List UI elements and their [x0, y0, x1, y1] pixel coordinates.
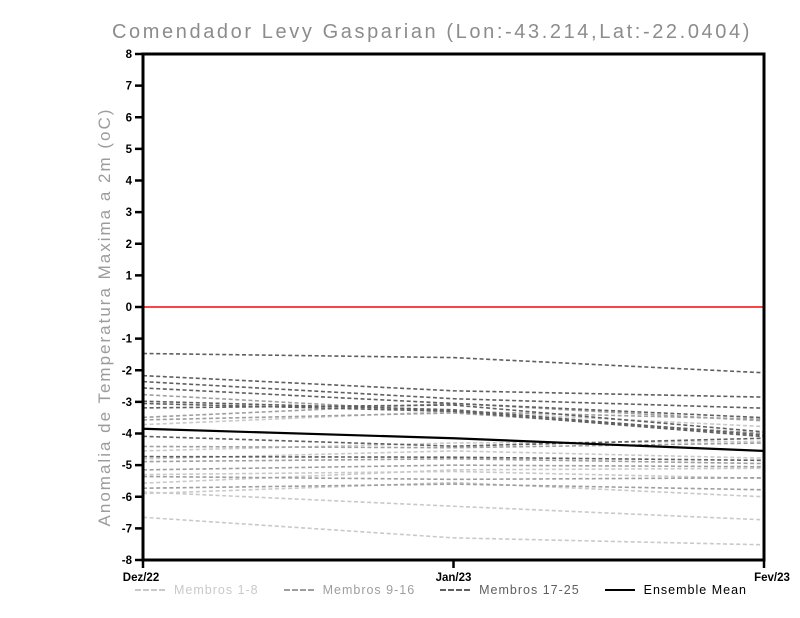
- legend-solid-line-icon: [604, 589, 635, 591]
- member-line: [142, 400, 765, 436]
- member-line: [142, 464, 765, 471]
- member-line: [142, 404, 765, 433]
- x-tick-label: Dez/22: [123, 572, 159, 584]
- member-line: [142, 455, 765, 462]
- member-line: [142, 457, 765, 465]
- member-line: [142, 450, 765, 460]
- member-line: [142, 440, 765, 452]
- legend-label: Ensemble Mean: [643, 583, 747, 597]
- y-tick-label: 3: [126, 207, 132, 219]
- y-tick-label: -8: [122, 555, 133, 567]
- member-line: [142, 483, 765, 491]
- member-line: [142, 475, 765, 481]
- legend-label: Membros 1-8: [174, 583, 259, 597]
- member-line: [142, 470, 765, 480]
- y-tick-label: 6: [126, 112, 132, 124]
- member-line: [142, 374, 765, 398]
- legend-label: Membros 9-16: [322, 583, 416, 597]
- legend-dashed-line-icon: [283, 589, 314, 591]
- member-line: [142, 442, 765, 449]
- member-line: [142, 481, 765, 498]
- y-tick-label: -7: [122, 523, 132, 535]
- y-tick-label: 5: [126, 144, 133, 156]
- member-line: [142, 402, 765, 438]
- member-line: [142, 387, 765, 419]
- ensemble-mean-line: [142, 427, 765, 452]
- y-tick-label: 1: [126, 270, 133, 282]
- legend: Membros 1-8 Membros 9-16 Membros 17-25 Ense…: [135, 583, 747, 597]
- member-line: [142, 516, 765, 546]
- legend-item: Membros 1-8: [135, 583, 259, 597]
- y-tick-label: 0: [126, 302, 132, 314]
- x-tick-label: Fev/23: [754, 572, 790, 584]
- y-tick-label: 2: [126, 239, 132, 251]
- y-tick-label: -6: [122, 492, 132, 504]
- legend-item: Membros 9-16: [283, 583, 416, 597]
- y-tick-label: -3: [122, 397, 132, 409]
- legend-item: Ensemble Mean: [604, 583, 747, 597]
- member-line: [142, 435, 765, 447]
- y-tick-label: -2: [122, 365, 132, 377]
- y-tick-label: -1: [122, 334, 133, 346]
- member-line: [142, 380, 765, 409]
- member-line: [142, 352, 765, 374]
- y-tick-label: 7: [126, 81, 132, 93]
- y-tick-label: 8: [126, 49, 133, 61]
- legend-label: Membros 17-25: [479, 583, 580, 597]
- y-tick-label: -5: [122, 460, 133, 472]
- legend-item: Membros 17-25: [440, 583, 580, 597]
- y-tick-label: 4: [126, 176, 133, 188]
- legend-dashed-line-icon: [440, 589, 471, 591]
- x-tick-label: Jan/23: [436, 572, 472, 584]
- y-tick-label: -4: [122, 429, 133, 441]
- legend-dashed-line-icon: [135, 589, 165, 591]
- chart-title: Comendador Levy Gasparian (Lon:-43.214,L…: [112, 21, 752, 43]
- member-line: [142, 467, 765, 484]
- member-line: [142, 491, 765, 521]
